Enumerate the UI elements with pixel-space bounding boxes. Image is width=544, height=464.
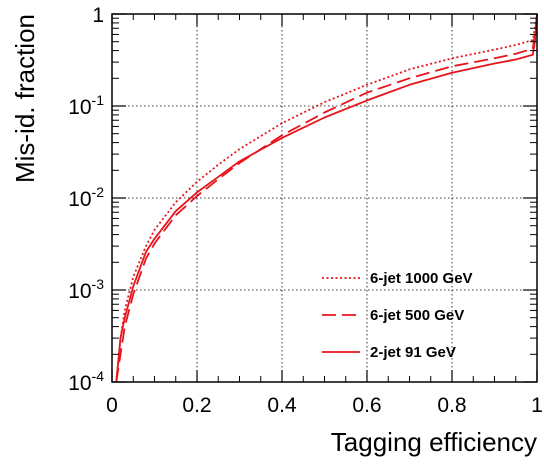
y-tick-labels: 1 10-1 10-2 10-3 10-4	[68, 4, 104, 395]
legend-label: 2-jet 91 GeV	[370, 344, 456, 361]
x-tick-label: 0.4	[267, 394, 297, 417]
x-tick-label: 0	[106, 394, 118, 417]
legend: 6-jet 1000 GeV 6-jet 500 GeV 2-jet 91 GeV	[322, 270, 473, 361]
x-tick-label: 0.2	[182, 394, 211, 417]
grid-lines	[112, 14, 537, 382]
y-tick-label: 10-4	[68, 368, 104, 395]
x-tick-labels: 0 0.2 0.4 0.6 0.8 1	[106, 394, 543, 417]
x-tick-label: 0.8	[437, 394, 466, 417]
axis-ticks	[111, 13, 538, 383]
x-tick-label: 0.6	[352, 394, 381, 417]
y-tick-label: 10-3	[68, 276, 104, 303]
series-line-solid	[115, 13, 538, 383]
legend-label: 6-jet 500 GeV	[370, 307, 464, 324]
y-axis-title: Mis-id. fraction	[10, 14, 40, 183]
legend-label: 6-jet 1000 GeV	[370, 270, 473, 287]
x-tick-label: 1	[531, 394, 543, 417]
x-axis-title: Tagging efficiency	[331, 427, 537, 457]
y-tick-label: 10-1	[68, 92, 104, 119]
series-curves	[115, 13, 538, 383]
y-tick-label: 10-2	[68, 184, 104, 211]
series-line-dotted	[115, 13, 538, 383]
y-tick-label: 1	[92, 4, 104, 27]
